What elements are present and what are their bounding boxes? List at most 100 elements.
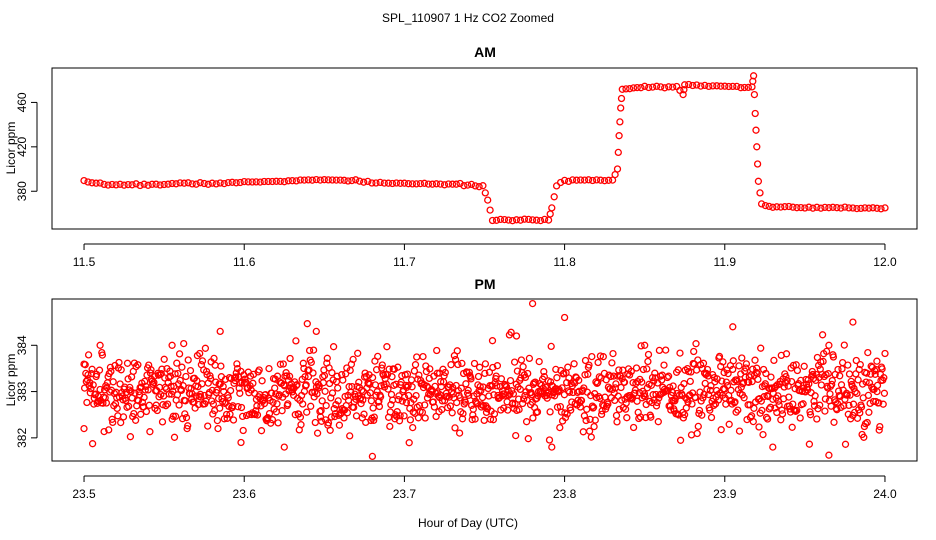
data-point bbox=[447, 361, 455, 369]
data-point bbox=[581, 371, 589, 379]
data-point bbox=[813, 415, 821, 423]
data-point bbox=[824, 369, 832, 378]
data-point bbox=[880, 389, 889, 397]
data-point bbox=[465, 391, 473, 399]
data-point bbox=[687, 431, 696, 439]
data-point bbox=[429, 398, 437, 406]
data-point bbox=[372, 179, 380, 187]
data-point bbox=[809, 370, 817, 379]
data-point bbox=[163, 400, 172, 408]
data-point bbox=[707, 382, 715, 390]
data-point bbox=[485, 392, 493, 400]
data-point bbox=[334, 384, 342, 392]
data-point bbox=[292, 177, 300, 185]
data-point bbox=[188, 180, 196, 188]
data-point bbox=[749, 72, 758, 80]
data-point bbox=[206, 372, 214, 380]
data-point bbox=[552, 365, 560, 374]
data-point bbox=[182, 413, 191, 422]
data-point bbox=[409, 423, 417, 432]
data-point bbox=[759, 430, 767, 439]
data-point bbox=[609, 349, 617, 358]
data-point bbox=[805, 203, 813, 211]
data-point bbox=[777, 416, 785, 424]
data-point bbox=[411, 361, 420, 369]
data-point bbox=[183, 424, 191, 433]
data-point bbox=[171, 412, 180, 420]
data-point bbox=[456, 179, 464, 188]
data-point bbox=[754, 375, 762, 384]
data-point bbox=[447, 388, 456, 396]
data-point bbox=[582, 416, 590, 425]
data-point bbox=[352, 412, 361, 420]
data-point bbox=[694, 422, 702, 431]
data-point bbox=[178, 363, 186, 371]
data-point bbox=[492, 216, 501, 224]
data-point bbox=[806, 408, 814, 416]
y-tick-label: 382 bbox=[15, 428, 29, 448]
data-point bbox=[98, 351, 107, 359]
data-point bbox=[236, 178, 244, 187]
pm-y-axis: 382 383 384 bbox=[15, 335, 38, 448]
am-y-axis-label: Licor ppm bbox=[4, 122, 18, 175]
data-point bbox=[388, 373, 396, 381]
data-point bbox=[299, 400, 307, 408]
data-point bbox=[862, 378, 870, 386]
data-point bbox=[641, 82, 649, 90]
data-point bbox=[396, 179, 405, 187]
data-point bbox=[735, 362, 743, 370]
data-point bbox=[849, 318, 857, 326]
data-point bbox=[308, 176, 316, 184]
data-point bbox=[402, 399, 411, 407]
data-point bbox=[360, 410, 368, 418]
data-point bbox=[561, 413, 570, 422]
data-point bbox=[238, 412, 247, 421]
data-point bbox=[180, 339, 188, 348]
data-point bbox=[616, 118, 624, 126]
data-point bbox=[685, 80, 693, 89]
data-point bbox=[267, 419, 275, 427]
data-point bbox=[819, 357, 827, 366]
data-point bbox=[409, 408, 417, 416]
data-point bbox=[360, 178, 368, 186]
data-point bbox=[297, 421, 305, 429]
data-point bbox=[375, 402, 384, 411]
data-point bbox=[326, 426, 334, 434]
data-point bbox=[800, 362, 808, 370]
data-point bbox=[219, 382, 227, 391]
data-point bbox=[145, 401, 153, 409]
data-point bbox=[516, 216, 525, 224]
data-point bbox=[809, 204, 817, 212]
data-point bbox=[524, 369, 532, 378]
data-point bbox=[260, 399, 269, 408]
data-point bbox=[649, 83, 657, 91]
data-point bbox=[164, 180, 172, 188]
data-point bbox=[528, 216, 537, 224]
data-point bbox=[837, 204, 845, 212]
data-point bbox=[213, 416, 222, 425]
data-point bbox=[613, 165, 622, 173]
data-point bbox=[864, 391, 873, 400]
data-point bbox=[292, 337, 300, 345]
data-point bbox=[192, 180, 200, 188]
data-point bbox=[304, 372, 313, 381]
data-point bbox=[467, 180, 476, 189]
data-point bbox=[864, 348, 872, 357]
data-point bbox=[104, 181, 112, 189]
data-point bbox=[733, 82, 741, 91]
data-point bbox=[384, 385, 392, 393]
data-point bbox=[587, 433, 595, 441]
data-point bbox=[317, 407, 325, 415]
data-point bbox=[829, 203, 837, 211]
data-point bbox=[875, 399, 883, 407]
data-point bbox=[821, 407, 829, 415]
data-point bbox=[631, 389, 639, 397]
data-point bbox=[142, 407, 151, 416]
data-point bbox=[553, 403, 562, 411]
data-point bbox=[777, 203, 785, 211]
data-point bbox=[778, 410, 787, 418]
data-point bbox=[333, 372, 341, 380]
data-point bbox=[742, 364, 750, 372]
x-tick-label: 23.8 bbox=[553, 487, 577, 501]
data-point bbox=[577, 396, 586, 405]
